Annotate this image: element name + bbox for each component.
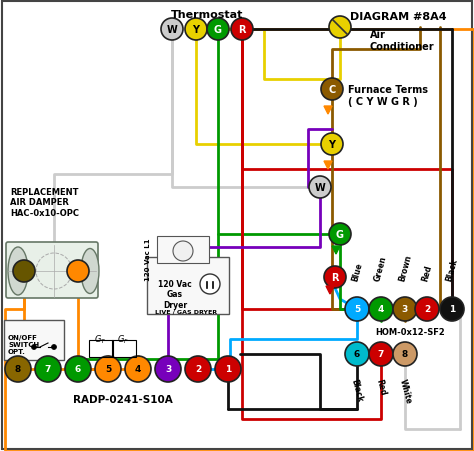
Circle shape <box>345 342 369 366</box>
Circle shape <box>155 356 181 382</box>
Text: 5: 5 <box>354 305 360 314</box>
Text: 6: 6 <box>354 350 360 359</box>
Circle shape <box>309 177 331 198</box>
Text: 1: 1 <box>449 305 455 314</box>
Circle shape <box>393 297 417 321</box>
Text: 120 Vac L1: 120 Vac L1 <box>145 238 151 281</box>
Circle shape <box>52 345 56 350</box>
Circle shape <box>321 133 343 156</box>
Text: 5: 5 <box>105 365 111 374</box>
FancyBboxPatch shape <box>147 258 229 314</box>
Text: 3: 3 <box>402 305 408 314</box>
Text: Brown: Brown <box>397 253 413 282</box>
Text: $G_F$: $G_F$ <box>117 333 129 345</box>
Text: REPLACEMENT
AIR DAMPER
HAC-0x10-OPC: REPLACEMENT AIR DAMPER HAC-0x10-OPC <box>10 188 79 217</box>
Text: 3: 3 <box>165 365 171 374</box>
Circle shape <box>215 356 241 382</box>
Text: Y: Y <box>328 140 336 150</box>
Text: Furnace Terms
( C Y W G R ): Furnace Terms ( C Y W G R ) <box>348 85 428 106</box>
Text: 2: 2 <box>424 305 430 314</box>
Circle shape <box>329 17 351 39</box>
Polygon shape <box>332 246 340 254</box>
Text: Red: Red <box>374 377 388 396</box>
Text: G: G <box>336 230 344 239</box>
Circle shape <box>345 297 369 321</box>
Circle shape <box>200 274 220 295</box>
Text: R: R <box>238 25 246 35</box>
Circle shape <box>415 297 439 321</box>
Text: 6: 6 <box>75 365 81 374</box>
Circle shape <box>31 345 36 350</box>
Text: 4: 4 <box>135 365 141 374</box>
Text: Air
Conditioner: Air Conditioner <box>370 30 435 51</box>
Text: Black: Black <box>445 258 459 282</box>
Circle shape <box>321 79 343 101</box>
Circle shape <box>67 260 89 282</box>
Polygon shape <box>324 107 332 115</box>
Text: ON/OFF
SWITCH
OPT.: ON/OFF SWITCH OPT. <box>8 334 39 354</box>
Polygon shape <box>326 286 334 295</box>
Text: R: R <box>331 272 339 282</box>
Text: 8: 8 <box>402 350 408 359</box>
Text: RADP-0241-S10A: RADP-0241-S10A <box>73 394 173 404</box>
Text: C: C <box>328 85 336 95</box>
Circle shape <box>35 356 61 382</box>
Text: W: W <box>167 25 177 35</box>
Ellipse shape <box>8 248 28 295</box>
Circle shape <box>173 241 193 262</box>
Text: W: W <box>315 183 325 193</box>
Circle shape <box>13 260 35 282</box>
Ellipse shape <box>81 249 99 294</box>
Text: Blue: Blue <box>350 262 364 282</box>
FancyBboxPatch shape <box>6 243 98 299</box>
Text: 8: 8 <box>15 365 21 374</box>
Text: 1: 1 <box>225 365 231 374</box>
Circle shape <box>95 356 121 382</box>
Polygon shape <box>324 161 332 170</box>
Text: G: G <box>214 25 222 35</box>
Text: 2: 2 <box>195 365 201 374</box>
FancyBboxPatch shape <box>4 320 64 360</box>
Circle shape <box>207 19 229 41</box>
Circle shape <box>369 342 393 366</box>
Circle shape <box>185 356 211 382</box>
Circle shape <box>440 297 464 321</box>
Text: Red: Red <box>420 264 434 282</box>
Text: DIAGRAM #8A4: DIAGRAM #8A4 <box>350 12 447 22</box>
FancyBboxPatch shape <box>157 236 209 263</box>
Text: $G_T$: $G_T$ <box>94 333 106 345</box>
Text: Thermostat: Thermostat <box>171 10 243 20</box>
Circle shape <box>65 356 91 382</box>
Text: HOM-0x12-SF2: HOM-0x12-SF2 <box>375 327 445 336</box>
Circle shape <box>393 342 417 366</box>
Circle shape <box>5 356 31 382</box>
Text: Y: Y <box>192 25 200 35</box>
Text: 7: 7 <box>45 365 51 374</box>
Text: LIVE / GAS DRYER: LIVE / GAS DRYER <box>155 309 217 314</box>
Circle shape <box>324 267 346 288</box>
Text: 120 Vac
Gas
Dryer: 120 Vac Gas Dryer <box>158 279 192 309</box>
Circle shape <box>125 356 151 382</box>
Circle shape <box>161 19 183 41</box>
Text: 4: 4 <box>378 305 384 314</box>
Text: Green: Green <box>374 255 389 282</box>
Text: White: White <box>397 377 413 404</box>
Circle shape <box>231 19 253 41</box>
Text: Black: Black <box>350 377 365 402</box>
Circle shape <box>369 297 393 321</box>
Text: 7: 7 <box>378 350 384 359</box>
Circle shape <box>185 19 207 41</box>
Circle shape <box>329 224 351 245</box>
